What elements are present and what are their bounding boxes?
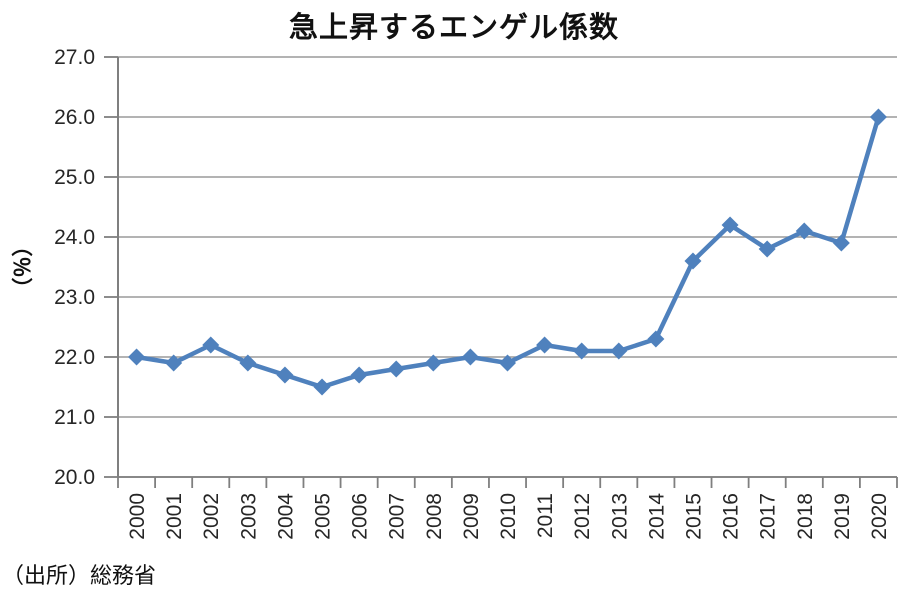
x-tick-label: 2016 [720,493,743,540]
y-tick-label: 21.0 [54,406,95,429]
y-axis-title: （％） [11,236,35,299]
x-tick-label: 2020 [868,493,891,540]
data-point-marker [165,354,183,372]
data-point-marker [387,360,405,378]
y-tick-label: 23.0 [54,286,95,309]
data-point-marker [832,234,850,252]
x-tick-label: 2005 [312,493,335,540]
data-point-marker [684,252,702,270]
y-tick-label: 22.0 [54,346,95,369]
x-tick-label: 2018 [794,493,817,540]
y-tick-label: 20.0 [54,466,95,489]
data-points [128,108,887,396]
data-point-marker [721,216,739,234]
data-point-marker [499,354,516,372]
y-axis-labels: 20.0 21.0 22.0 23.0 24.0 25.0 26.0 27.0 [54,46,95,489]
data-point-marker [424,354,442,372]
data-point-marker [536,336,554,354]
y-tick-label: 24.0 [54,226,95,249]
x-tick-label: 2000 [126,493,149,540]
data-point-marker [758,240,776,258]
x-tick-label: 2010 [497,493,520,540]
data-point-marker [461,348,479,366]
data-point-marker [795,222,813,240]
data-point-marker [869,108,887,126]
y-axis-ticks [104,56,118,478]
source-note: （出所）総務省 [2,563,157,588]
data-point-marker [276,366,294,384]
x-tick-label: 2004 [274,493,297,540]
x-tick-label: 2002 [200,493,223,540]
y-tick-label: 25.0 [54,166,95,189]
gridlines [118,56,897,478]
x-tick-label: 2017 [757,493,780,540]
line-chart-plot: 20.0 21.0 22.0 23.0 24.0 25.0 26.0 27.0 2000 2001… [11,46,898,540]
x-axis-labels: 2000 2001 2002 2003 2004 2005 2006 2007 2008 2009… [126,493,891,540]
x-tick-label: 2019 [831,493,854,540]
x-tick-label: 2013 [608,493,631,540]
x-tick-label: 2009 [460,493,483,540]
x-tick-label: 2001 [163,493,186,540]
data-point-marker [350,366,368,384]
x-tick-label: 2011 [534,493,557,538]
axes [117,57,897,478]
data-point-marker [610,342,628,360]
data-point-marker [573,342,591,360]
x-tick-label: 2006 [349,493,372,540]
x-tick-label: 2007 [386,493,409,540]
x-tick-label: 2014 [645,493,668,540]
data-point-marker [313,378,331,396]
x-tick-label: 2003 [237,493,260,540]
y-tick-label: 26.0 [54,106,95,129]
x-tick-label: 2015 [682,493,705,540]
data-point-marker [647,330,665,348]
x-axis-ticks [117,477,898,488]
data-point-marker [128,348,146,366]
x-tick-label: 2008 [423,493,446,540]
chart-title: 急上昇するエンゲル係数 [288,12,619,44]
data-point-marker [239,354,257,372]
data-point-marker [202,336,220,354]
x-tick-label: 2012 [571,493,594,540]
y-tick-label: 27.0 [54,46,95,69]
